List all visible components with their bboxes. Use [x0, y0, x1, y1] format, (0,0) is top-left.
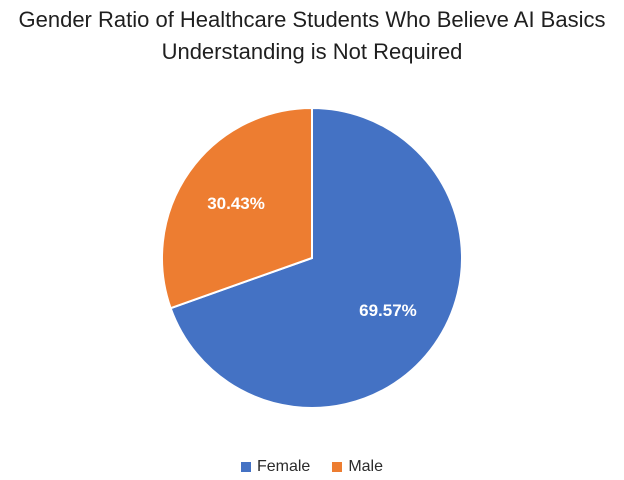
legend-swatch-female	[240, 462, 251, 472]
legend-label-female: Female	[256, 458, 311, 475]
data-label-male: 30.43%	[207, 194, 265, 213]
legend: Female Male	[0, 458, 624, 476]
pie-slice-male	[161, 106, 313, 310]
legend-swatch-male	[332, 462, 343, 472]
pie-slice-female	[169, 106, 463, 409]
legend-item-male: Male	[332, 458, 383, 476]
chart-title: Gender Ratio of Healthcare Students Who …	[0, 4, 624, 68]
data-label-female: 69.57%	[359, 301, 417, 320]
legend-item-female: Female	[240, 458, 311, 476]
chart-title-line-1: Gender Ratio of Healthcare Students Who …	[18, 7, 606, 32]
legend-label-male: Male	[348, 458, 384, 475]
chart-title-line-2: Understanding is Not Required	[161, 39, 463, 64]
